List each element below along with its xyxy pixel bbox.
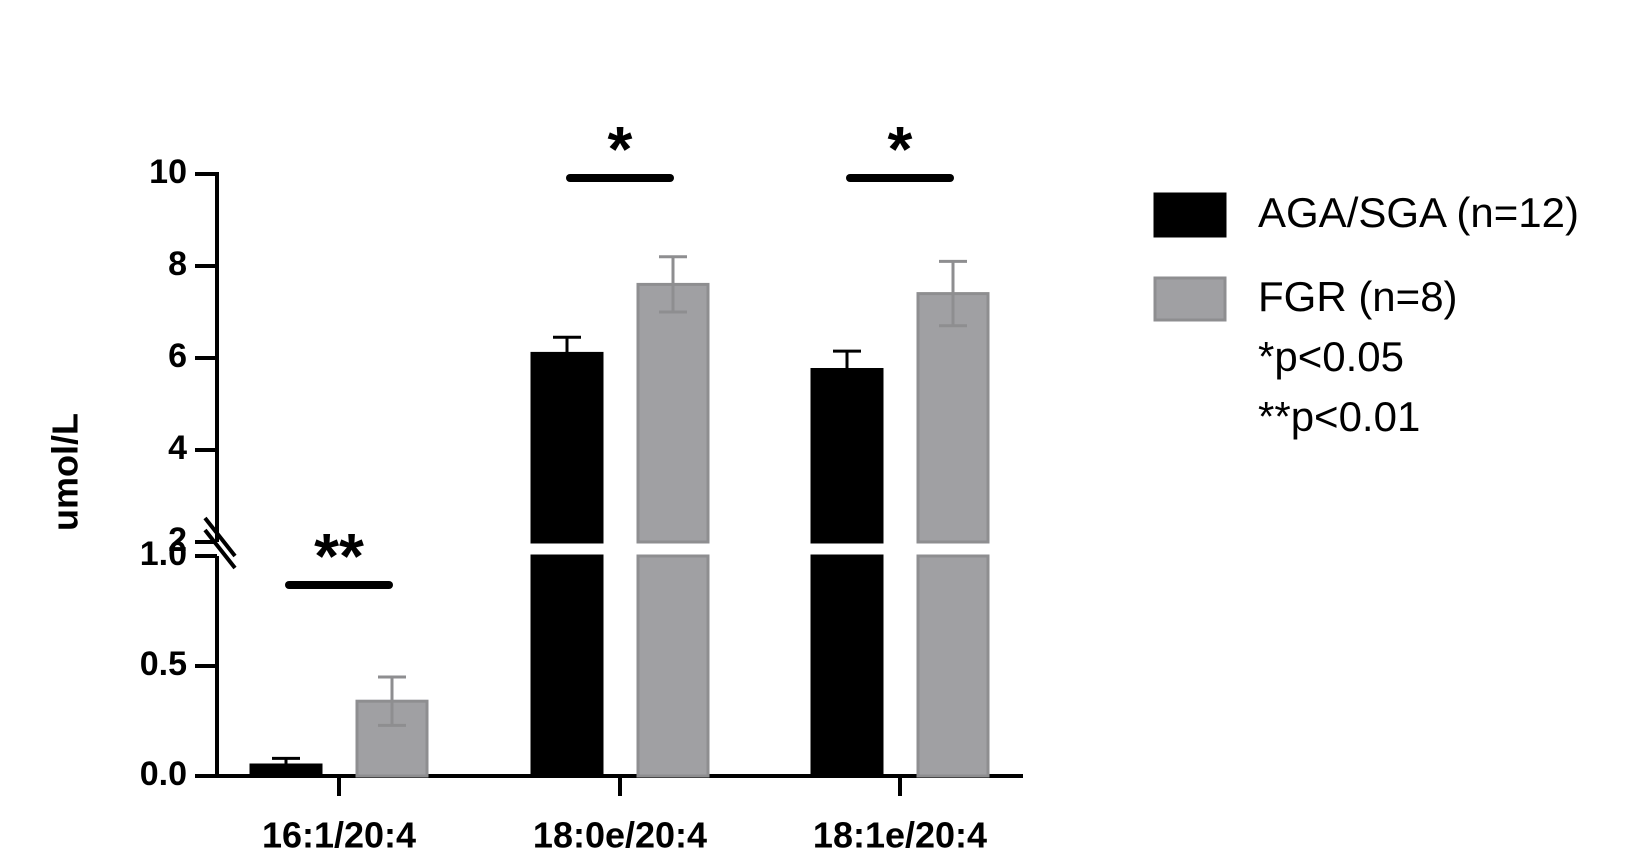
legend-swatch [1153,192,1227,238]
y-tick-label: 0.0 [140,755,187,793]
bar [530,351,604,544]
legend-label: AGA/SGA (n=12) [1258,189,1579,236]
significance-label: * [608,113,633,185]
legend-swatch [1153,276,1227,322]
bar [636,282,710,544]
x-tick-label: 18:0e/20:4 [533,815,707,856]
error-bar [833,349,861,390]
x-tick-label: 16:1/20:4 [262,815,416,856]
y-tick-label: 10 [149,153,187,191]
x-tick-label: 18:1e/20:4 [813,815,987,856]
bar [916,292,990,544]
bar [916,554,990,778]
error-bar [659,255,687,314]
y-tick-label: 1.0 [140,535,187,573]
bar [636,554,710,778]
y-tick-label: 8 [168,245,187,283]
significance-label: * [888,113,913,185]
axis-break-mark [203,528,237,570]
legend-note: **p<0.01 [1258,393,1420,440]
axis-break-mark [203,516,237,558]
bar [810,368,884,544]
legend-note: *p<0.05 [1258,333,1404,380]
y-tick-label: 0.5 [140,645,187,683]
legend-label: FGR (n=8) [1258,273,1458,320]
error-bar [378,675,406,727]
y-tick-label: 4 [168,429,187,467]
bar [810,554,884,778]
y-tick-label: 2 [168,521,187,559]
error-bar [272,756,300,774]
y-tick-label: 6 [168,337,187,375]
error-bar [553,335,581,371]
y-axis-label: umol/L [45,413,86,531]
bar [530,554,604,778]
error-bar [939,259,967,328]
significance-label: ** [314,520,364,592]
